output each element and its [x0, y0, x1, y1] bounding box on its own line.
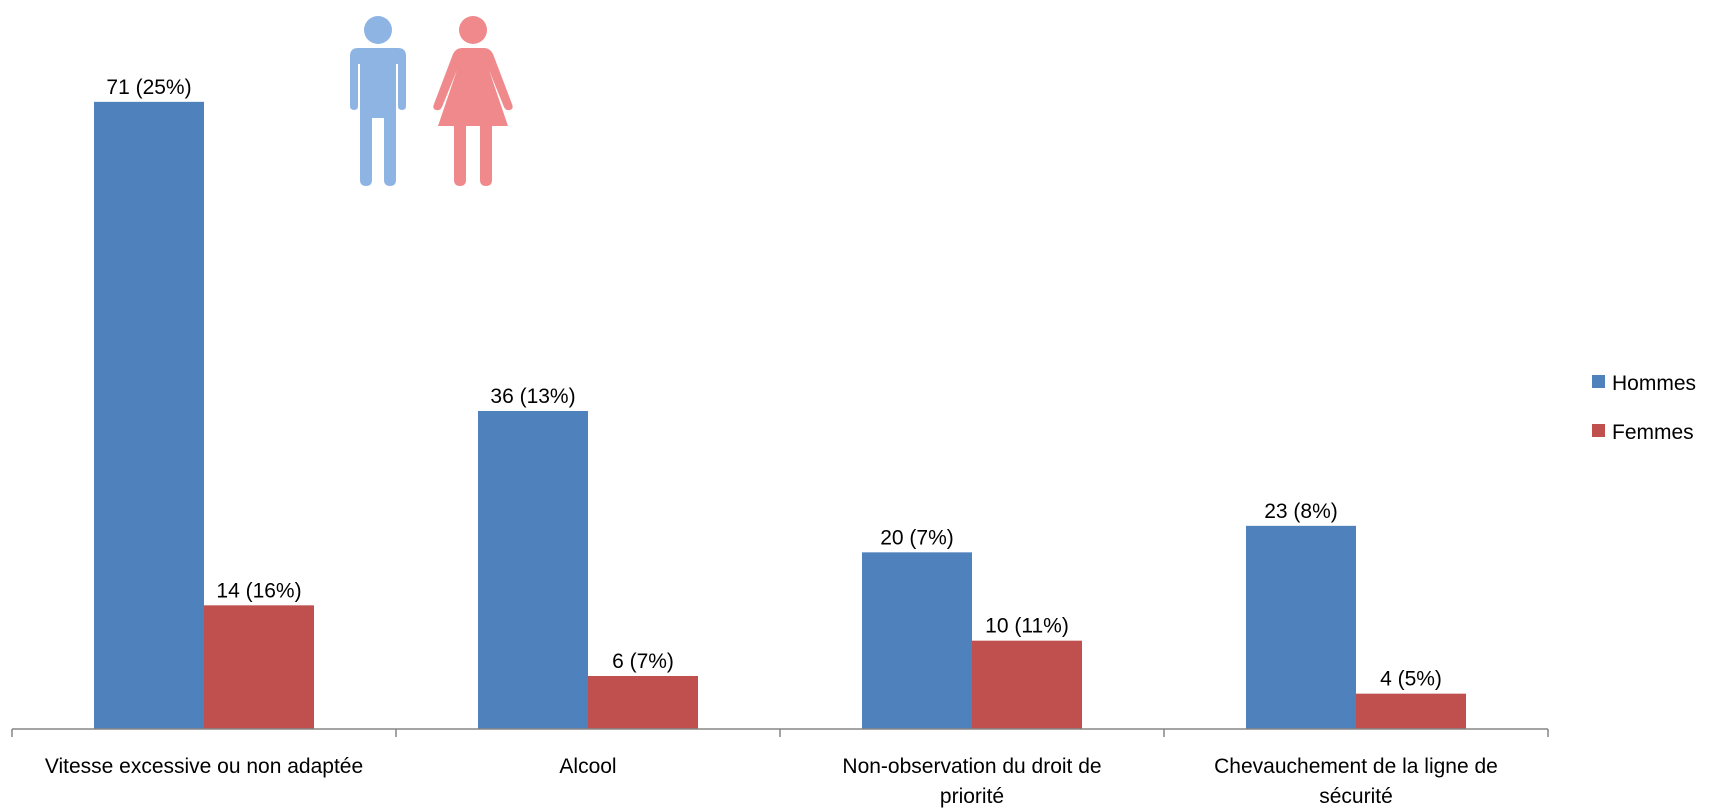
- data-label-femmes-2: 6 (7%): [612, 650, 674, 673]
- x-tick-labels: Vitesse excessive ou non adaptée Alcool No…: [45, 755, 1498, 808]
- legend-swatch-femmes: [1592, 424, 1605, 437]
- data-label-hommes-3: 20 (7%): [880, 526, 954, 549]
- x-tick-label-3-line-1: Non-observation du droit de: [842, 755, 1101, 778]
- bar-hommes-2: [478, 411, 588, 729]
- data-label-femmes-4: 4 (5%): [1380, 668, 1442, 691]
- x-axis: [11, 728, 1549, 737]
- legend-label-hommes: Hommes: [1612, 372, 1696, 395]
- bars-layer: [94, 101, 1466, 730]
- data-label-hommes-1: 71 (25%): [106, 76, 191, 99]
- x-tick-label-1: Vitesse excessive ou non adaptée: [45, 755, 363, 778]
- man-icon: [350, 16, 406, 186]
- bar-hommes-4: [1246, 525, 1356, 729]
- data-labels-layer: 71 (25%) 36 (13%) 20 (7%) 23 (8%) 14 (16%) 6 …: [106, 76, 1442, 691]
- woman-icon: [433, 16, 513, 186]
- data-label-hommes-2: 36 (13%): [490, 385, 575, 408]
- bar-femmes-2: [588, 676, 698, 729]
- bar-femmes-3: [972, 640, 1082, 729]
- x-tick-label-4-line-2: sécurité: [1319, 785, 1393, 808]
- bar-hommes-1: [94, 101, 204, 730]
- legend: Hommes Femmes: [1592, 372, 1696, 444]
- bar-hommes-3: [862, 552, 972, 729]
- x-tick-label-3-line-2: priorité: [940, 785, 1004, 808]
- x-tick-label-2: Alcool: [559, 755, 616, 778]
- data-label-femmes-1: 14 (16%): [216, 579, 301, 602]
- legend-label-femmes: Femmes: [1612, 421, 1694, 444]
- data-label-hommes-4: 23 (8%): [1264, 500, 1338, 523]
- legend-swatch-hommes: [1592, 375, 1605, 388]
- legend-item-femmes: Femmes: [1592, 421, 1694, 444]
- data-label-femmes-3: 10 (11%): [985, 615, 1069, 638]
- bar-femmes-1: [204, 605, 314, 729]
- x-tick-label-4-line-1: Chevauchement de la ligne de: [1214, 755, 1498, 778]
- bar-femmes-4: [1356, 693, 1466, 729]
- legend-item-hommes: Hommes: [1592, 372, 1696, 395]
